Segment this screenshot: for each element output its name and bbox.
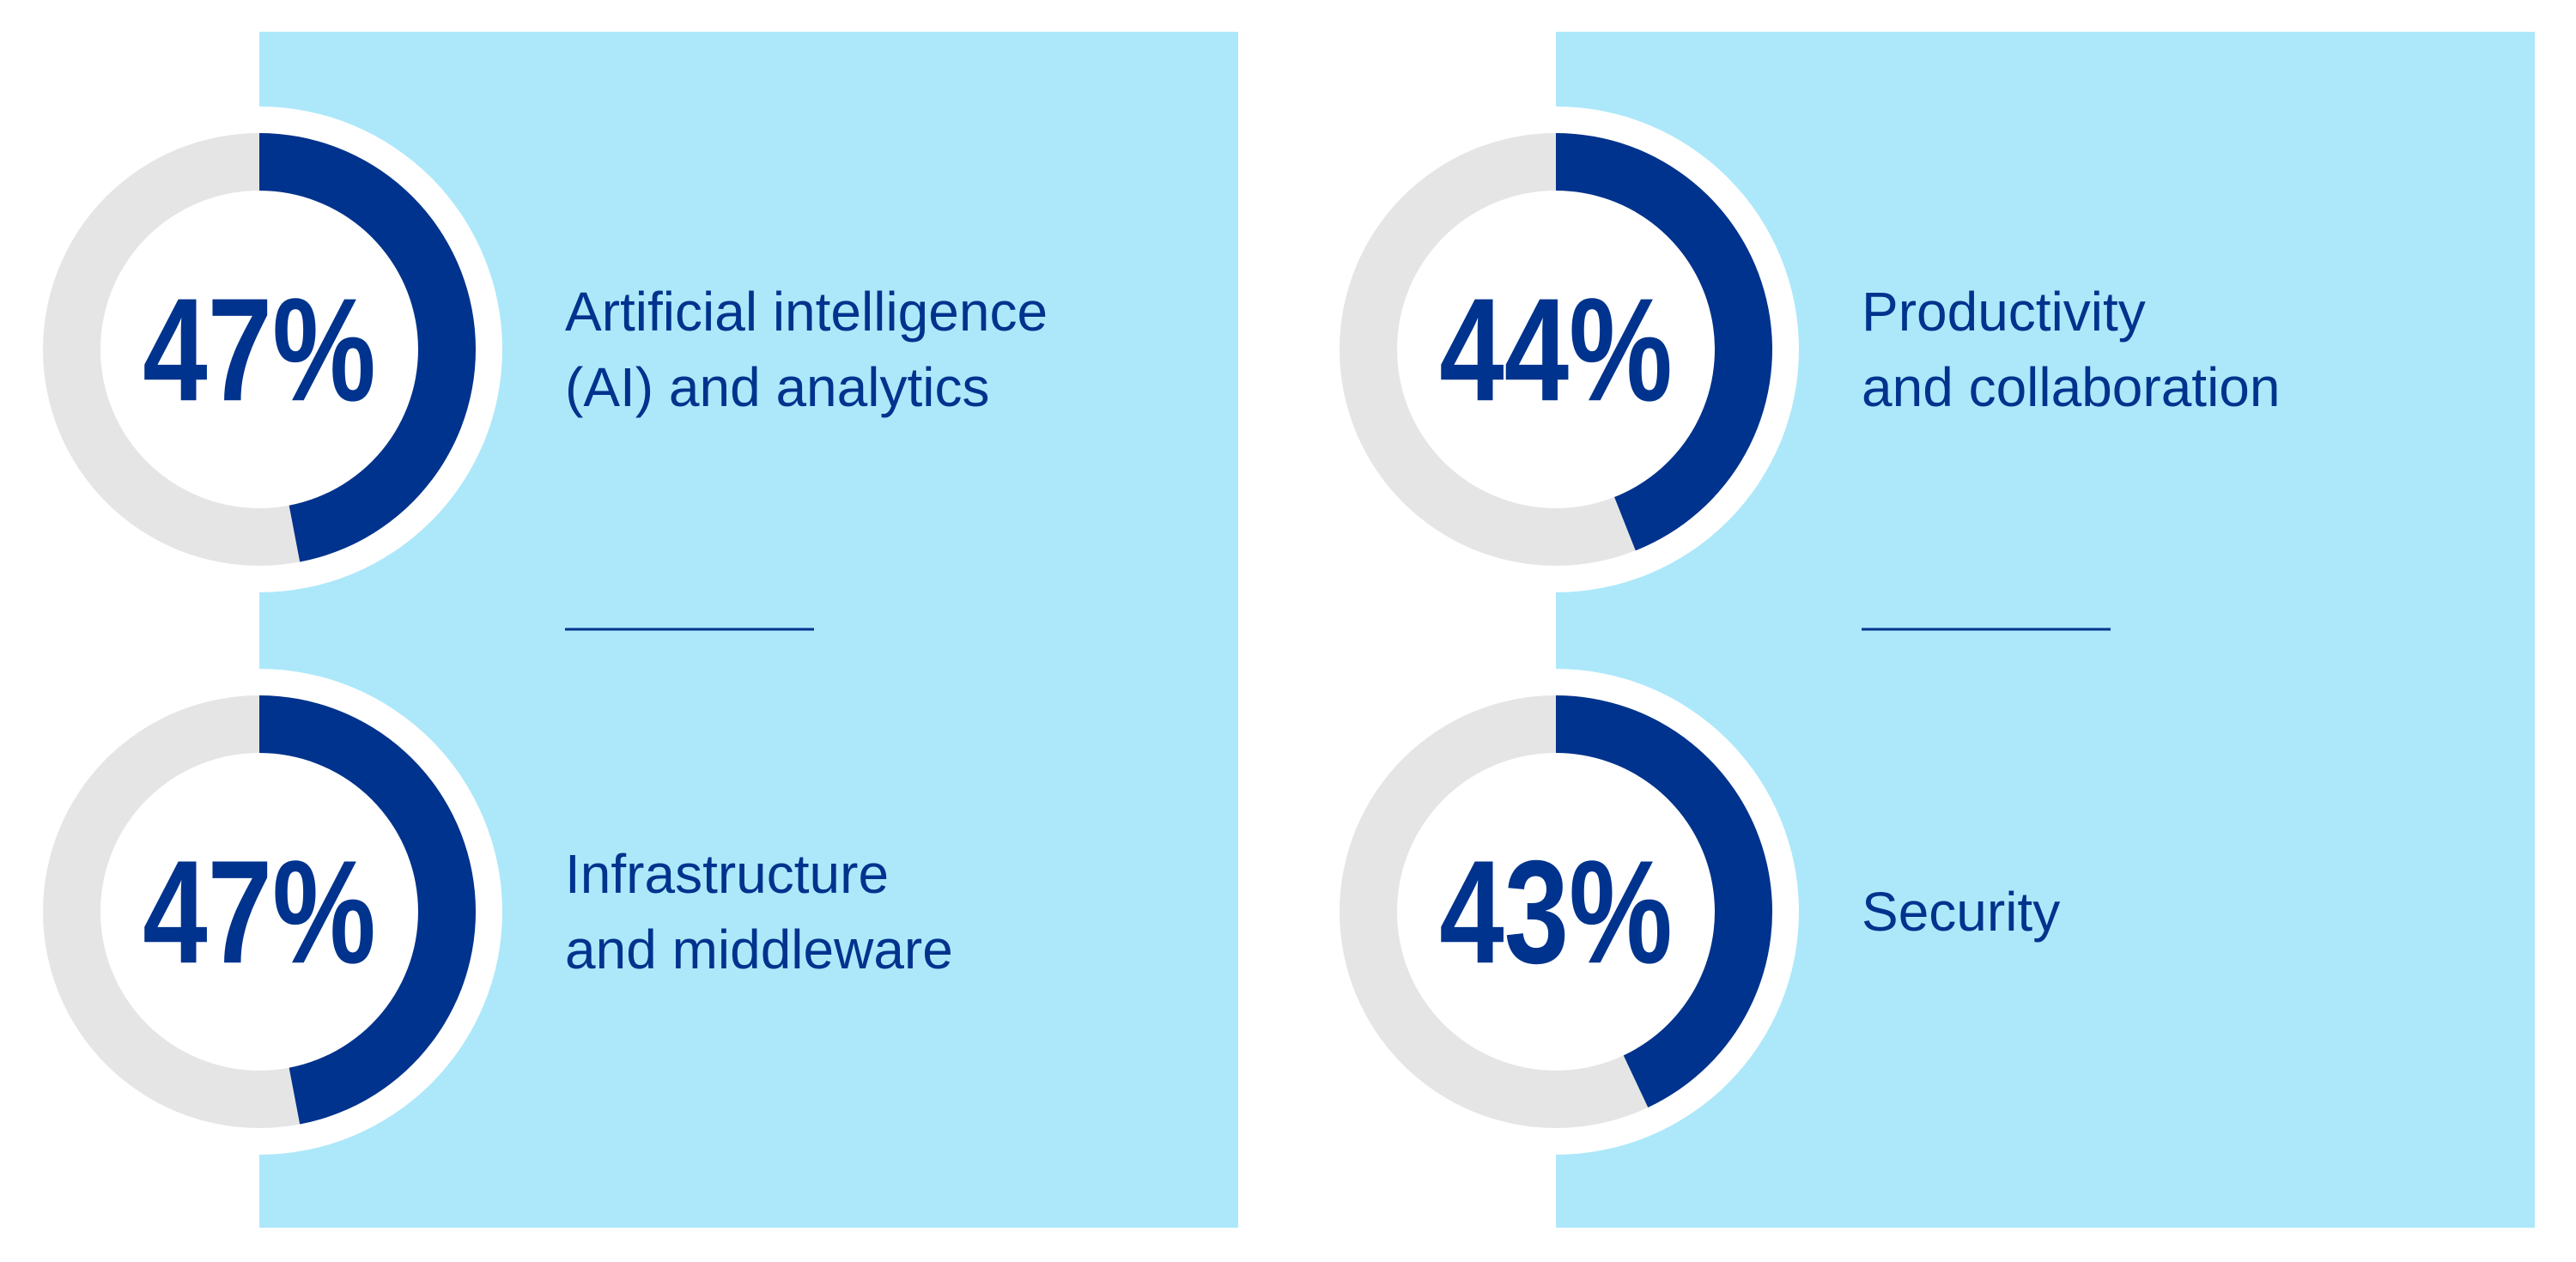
donut-value-arc [259,695,477,1125]
donut-value-arc [1556,695,1772,1108]
category-label-line: Artificial intelligence [565,281,1048,343]
donut-percent-label: 47% [143,267,376,432]
category-label-line: and collaboration [1862,356,2280,418]
donut-ai-analytics: 47% Artificial intelligence (AI) and analy… [16,106,1048,592]
category-label-line: Security [1862,881,2060,943]
category-label-line: Infrastructure [565,843,889,905]
donut-infrastructure-middleware: 47% Infrastructure and middleware [16,669,953,1155]
donut-value-arc [259,133,477,562]
category-label-line: (AI) and analytics [565,356,989,418]
donut-percent-label: 47% [143,829,376,994]
donut-percent-label: 44% [1439,267,1673,432]
category-label-line: and middleware [565,919,953,980]
category-label-line: Productivity [1862,281,2146,343]
donut-security: 43% Security [1313,669,2060,1155]
donut-productivity-collaboration: 44% Productivity and collaboration [1313,106,2280,592]
donut-percent-label: 43% [1439,829,1673,994]
donut-value-arc [1556,133,1772,551]
